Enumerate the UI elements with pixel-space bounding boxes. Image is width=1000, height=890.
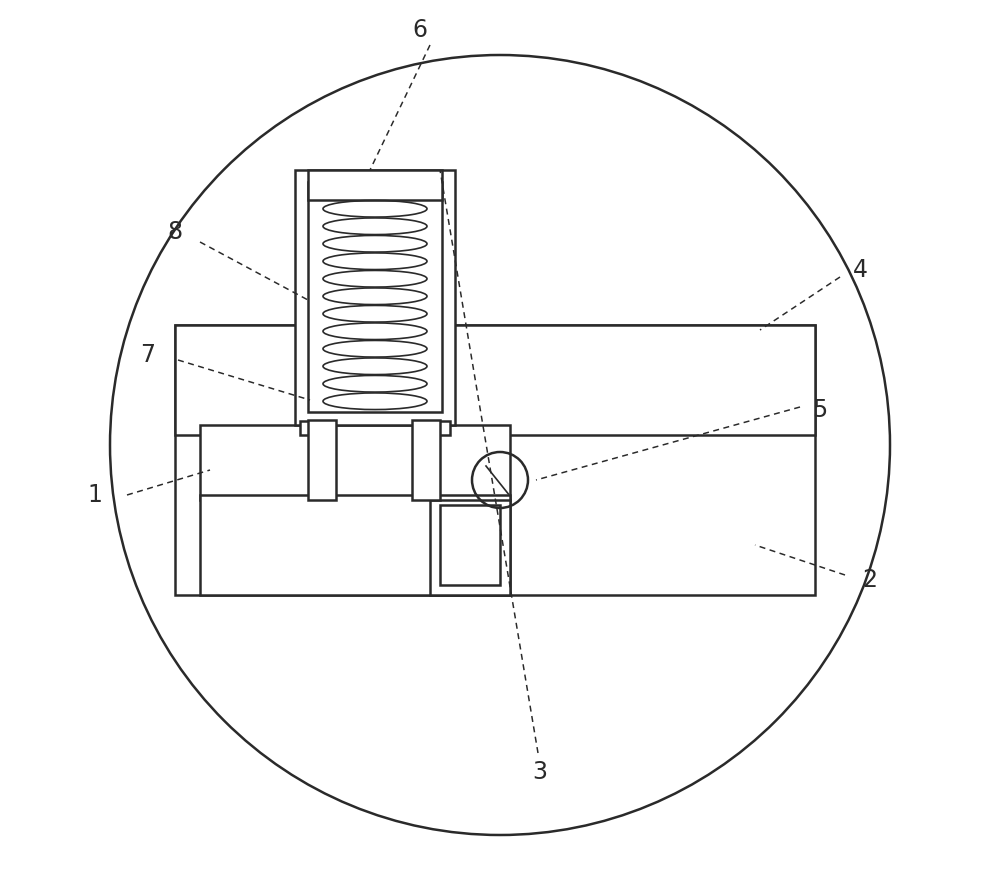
Text: 4: 4 [852, 258, 868, 282]
Text: 1: 1 [88, 483, 102, 507]
Text: 7: 7 [140, 343, 156, 367]
Bar [200, 425, 510, 500]
Bar [308, 182, 442, 412]
Bar [295, 170, 455, 425]
Bar [422, 421, 450, 435]
Text: 6: 6 [413, 18, 428, 42]
Bar [175, 325, 815, 435]
Bar [440, 505, 500, 585]
Bar [200, 495, 510, 595]
Text: 2: 2 [862, 568, 878, 592]
Text: 5: 5 [812, 398, 828, 422]
Bar [430, 500, 510, 595]
Bar [300, 421, 328, 435]
Bar [308, 420, 336, 500]
Bar [412, 420, 440, 500]
Bar [175, 325, 815, 595]
Bar [308, 170, 442, 200]
Text: 8: 8 [167, 220, 183, 244]
Text: 3: 3 [532, 760, 548, 784]
